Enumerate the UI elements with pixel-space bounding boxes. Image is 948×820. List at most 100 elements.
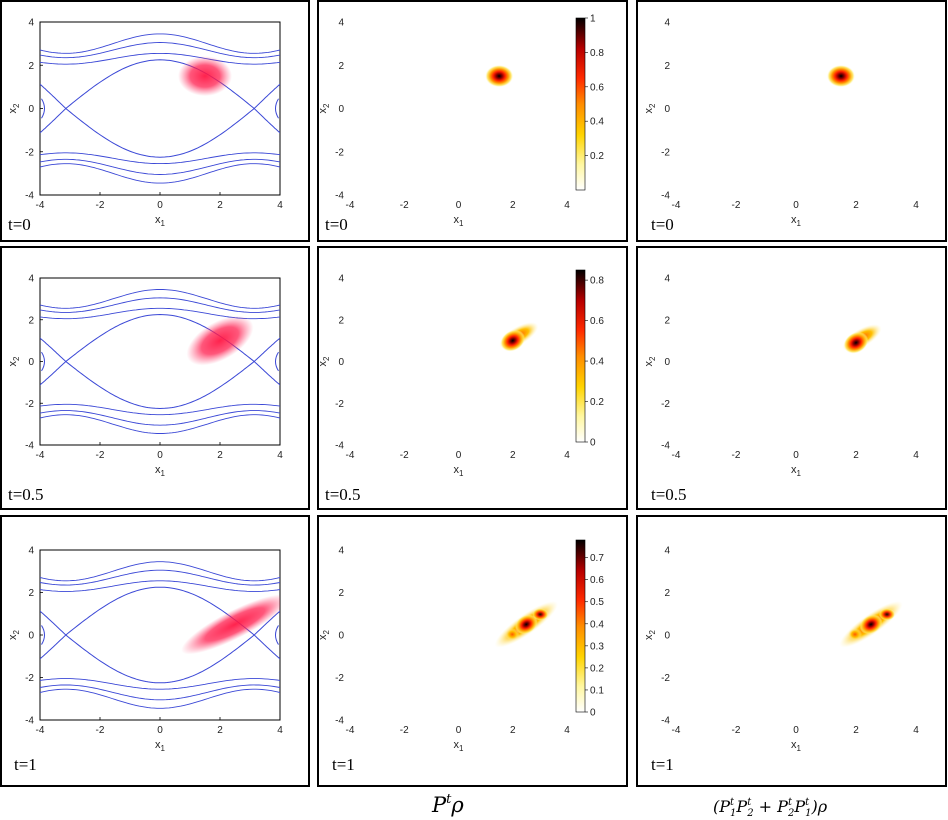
x-tick-label: -2 [96, 725, 105, 736]
y-tick-label: 0 [28, 357, 34, 368]
orbit-line [40, 163, 280, 184]
caption-pt-rho: Ptρ [431, 792, 464, 817]
y-tick-label: -2 [25, 399, 34, 410]
x-axis-label: x1 [454, 464, 465, 478]
phase-portrait [40, 561, 280, 709]
y-tick-label: -2 [25, 147, 34, 158]
y-tick-label: -4 [335, 191, 344, 202]
side-arc-right [275, 98, 279, 119]
x-tick-label: 4 [564, 450, 570, 461]
subplot-r0-c2: -4 -2 0 2 4 -4 -2 0 2 4 x1 x2 [643, 18, 919, 229]
y-tick-label: 2 [338, 61, 344, 72]
subplot-r1-c0: -4 -2 0 2 4 -4 -2 0 2 4 x1 x2 [7, 274, 283, 479]
y-tick-label: 0 [338, 104, 344, 115]
separatrix-branch [253, 634, 280, 660]
side-arc-right [275, 625, 279, 645]
side-arc-left [41, 625, 45, 645]
separatrix-branch [40, 108, 67, 134]
x-axis-label: x1 [791, 214, 802, 228]
x-axis-label: x1 [791, 739, 802, 753]
colorbar-tick-label: 0.2 [590, 663, 604, 674]
y-tick-label: 4 [28, 18, 34, 29]
density-lobe [532, 608, 549, 621]
density-peak [485, 65, 514, 88]
subplot-r1-c2: -4 -2 0 2 4 -4 -2 0 2 4 x1 x2 [643, 274, 919, 479]
subplot-r2-c1: -4 -2 0 2 4 -4 -2 0 2 4 x1 x2 0 0.1 0.2 0.3 0.4 0.5 0.6 0.7 [317, 539, 604, 753]
density-peak [514, 614, 538, 635]
x-tick-label: -2 [96, 200, 105, 211]
x-tick-label: 4 [913, 725, 919, 736]
density-lobe [848, 628, 862, 641]
colorbar-tick-label: 0.3 [590, 641, 604, 652]
x-tick-label: -4 [672, 450, 681, 461]
colorbar-tick-label: 0.7 [590, 553, 604, 564]
y-tick-label: 2 [28, 315, 34, 326]
y-axis-label: x2 [7, 103, 21, 114]
orbit-line [40, 42, 280, 59]
x-tick-label: -4 [346, 200, 355, 211]
x-tick-label: 4 [564, 200, 570, 211]
x-tick-label: 0 [793, 725, 799, 736]
y-tick-label: 0 [664, 631, 670, 642]
time-label-r0c1: t=0 [325, 215, 348, 234]
plots: -4 -2 0 2 4 -4 -2 0 2 4 x1 x2 -4 -2 0 2 4 -4 -2 0 2 4 x1 x2 0.2 0… [7, 14, 919, 754]
y-tick-label: -2 [661, 673, 670, 684]
orbit-line [40, 561, 280, 582]
x-tick-label: 0 [456, 450, 462, 461]
y-tick-label: 4 [28, 274, 34, 285]
time-label-r1c0: t=0.5 [8, 485, 44, 504]
x-tick-label: 4 [277, 725, 283, 736]
y-tick-label: 4 [338, 546, 344, 557]
density-peak [859, 614, 883, 635]
colorbar-tick-label: 0.6 [590, 316, 604, 327]
axes-box [39, 21, 281, 196]
y-tick-label: -4 [25, 716, 34, 727]
separatrix-lower [65, 108, 255, 158]
y-tick-label: -2 [335, 673, 344, 684]
y-axis-label: x2 [7, 629, 21, 640]
y-tick-label: 2 [338, 315, 344, 326]
orbit-line [40, 580, 280, 592]
x-tick-label: 4 [277, 200, 283, 211]
orbit-line [40, 688, 280, 709]
colorbar-gradient [575, 17, 586, 191]
x-tick-label: 2 [510, 725, 516, 736]
phase-portrait [40, 33, 280, 184]
x-tick-label: -2 [732, 450, 741, 461]
x-tick-label: -2 [732, 200, 741, 211]
colorbar: 0 0.1 0.2 0.3 0.4 0.5 0.6 0.7 [575, 539, 604, 719]
y-axis-label: x2 [643, 356, 657, 367]
colorbar-tick-label: 0.2 [590, 151, 604, 162]
y-tick-label: 4 [664, 546, 670, 557]
x-tick-label: -4 [346, 450, 355, 461]
y-axis-label: x2 [643, 629, 657, 640]
y-tick-label: 0 [28, 631, 34, 642]
side-arc-left [41, 98, 45, 119]
subplot-r0-c1: -4 -2 0 2 4 -4 -2 0 2 4 x1 x2 0.2 0.4 0.6 0.8 1 [317, 14, 604, 229]
x-tick-label: 2 [853, 450, 859, 461]
x-tick-label: 2 [853, 725, 859, 736]
y-tick-label: -4 [661, 191, 670, 202]
y-tick-label: 4 [664, 274, 670, 285]
y-axis-label: x2 [317, 629, 331, 640]
y-tick-label: 0 [338, 631, 344, 642]
y-tick-label: -4 [661, 716, 670, 727]
density-lobe [505, 628, 520, 641]
x-axis-label: x1 [454, 739, 465, 753]
orbit-line [40, 297, 280, 313]
subplot-r1-c1: -4 -2 0 2 4 -4 -2 0 2 4 x1 x2 0 0.2 0.4 0.6 0.8 [317, 269, 604, 478]
separatrix-branch [253, 83, 280, 109]
x-tick-label: 0 [157, 725, 163, 736]
x-tick-label: -4 [346, 725, 355, 736]
colorbar-tick-label: 0.8 [590, 48, 604, 59]
x-axis-label: x1 [791, 464, 802, 478]
y-tick-label: -4 [661, 441, 670, 452]
y-tick-label: -2 [661, 147, 670, 158]
y-tick-label: 0 [664, 357, 670, 368]
colorbar-tick-label: 0 [590, 708, 596, 719]
y-tick-label: -4 [335, 716, 344, 727]
density-peak [500, 329, 526, 352]
colorbar: 0 0.2 0.4 0.6 0.8 [575, 269, 604, 449]
y-tick-label: 4 [28, 546, 34, 557]
separatrix-upper [65, 586, 255, 636]
